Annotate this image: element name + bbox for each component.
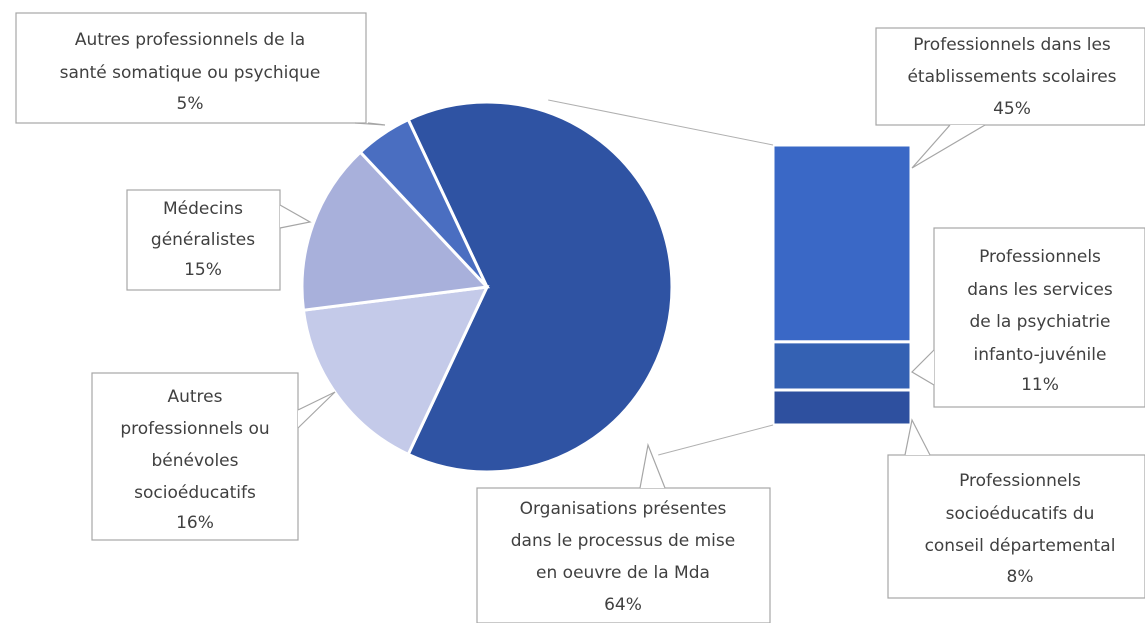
callout-pointer <box>911 349 935 386</box>
callout-pointer <box>354 122 386 126</box>
value-label: 5% <box>177 94 204 114</box>
pie-slice <box>406 100 674 474</box>
pie-slice <box>301 285 490 457</box>
label-line: infanto-juvénile <box>974 345 1107 365</box>
callout-pointer <box>297 391 336 429</box>
label-line: Autres professionnels de la <box>75 30 305 50</box>
callout-box <box>126 189 281 291</box>
value-label: 64% <box>604 595 642 615</box>
callout-box <box>875 27 1145 126</box>
label-line: Organisations présentes <box>520 499 727 519</box>
label-line: dans le processus de mise <box>511 531 735 551</box>
value-label: 15% <box>184 260 222 280</box>
bar-segment <box>771 388 913 427</box>
callout-box <box>887 454 1145 599</box>
label-line: Professionnels <box>979 247 1101 267</box>
value-label: 11% <box>1021 375 1059 395</box>
callout-box <box>933 227 1145 408</box>
connector <box>548 99 774 146</box>
label-line: Autres <box>167 387 222 407</box>
label-line: Professionnels <box>959 471 1081 491</box>
connector <box>658 424 774 456</box>
label-line: professionnels ou <box>120 419 269 439</box>
label-line: généralistes <box>151 230 255 250</box>
pie-slice <box>358 117 489 289</box>
label-line: conseil départemental <box>925 536 1116 556</box>
label-line: de la psychiatrie <box>969 312 1110 332</box>
value-label: 45% <box>993 99 1031 119</box>
bar-segment <box>771 143 913 344</box>
callout-pointer <box>639 442 666 489</box>
label-line: dans les services <box>967 280 1113 300</box>
callout-box <box>15 12 367 124</box>
callout-box <box>91 372 299 541</box>
label-line: en oeuvre de la Mda <box>536 563 710 583</box>
value-label: 8% <box>1007 567 1034 587</box>
label-line: bénévoles <box>152 451 239 471</box>
callout-pointer <box>904 418 931 456</box>
pie-slice <box>300 150 491 312</box>
label-line: établissements scolaires <box>907 67 1116 87</box>
callout-pointer <box>279 204 312 229</box>
label-line: Professionnels dans les <box>913 35 1111 55</box>
bar-segment <box>771 340 913 392</box>
callout-pointer <box>911 124 986 169</box>
callout-box <box>476 487 771 623</box>
label-line: socioéducatifs <box>134 483 256 503</box>
label-line: santé somatique ou psychique <box>60 63 321 83</box>
value-label: 16% <box>176 513 214 533</box>
label-line: Médecins <box>163 199 243 219</box>
label-line: socioéducatifs du <box>946 504 1095 524</box>
